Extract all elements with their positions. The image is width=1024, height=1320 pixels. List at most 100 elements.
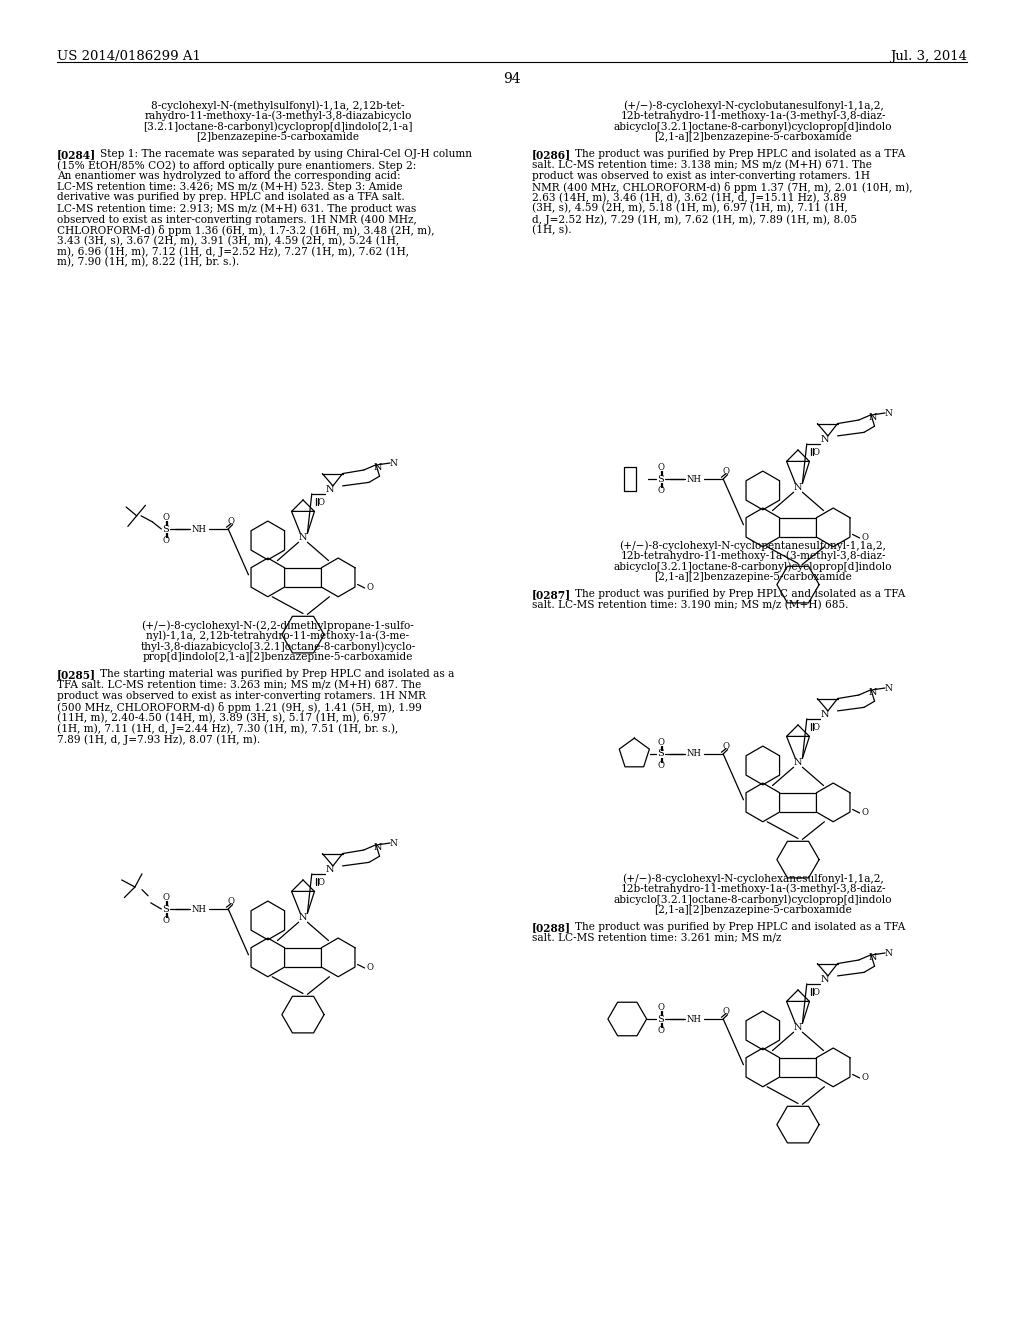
Text: O: O	[812, 723, 819, 733]
Text: thyl-3,8-diazabicyclo[3.2.1]octane-8-carbonyl)cyclo-: thyl-3,8-diazabicyclo[3.2.1]octane-8-car…	[140, 642, 416, 652]
Text: [2,1-a][2]benzazepine-5-carboxamide: [2,1-a][2]benzazepine-5-carboxamide	[654, 573, 852, 582]
Text: O: O	[657, 1003, 665, 1012]
Text: S: S	[163, 524, 169, 533]
Text: O: O	[162, 916, 169, 925]
Text: d, J=2.52 Hz), 7.29 (1H, m), 7.62 (1H, m), 7.89 (1H, m), 8.05: d, J=2.52 Hz), 7.29 (1H, m), 7.62 (1H, m…	[532, 214, 857, 224]
Text: S: S	[163, 904, 169, 913]
Text: [0285]: [0285]	[57, 669, 96, 680]
Text: nyl)-1,1a, 2,12b-tetrahydro-11-methoxy-1a-(3-me-: nyl)-1,1a, 2,12b-tetrahydro-11-methoxy-1…	[146, 631, 410, 642]
Text: N: N	[885, 949, 893, 957]
Text: N: N	[820, 434, 828, 444]
Text: prop[d]indolo[2,1-a][2]benzazepine-5-carboxamide: prop[d]indolo[2,1-a][2]benzazepine-5-car…	[142, 652, 414, 663]
Text: The product was purified by Prep HPLC and isolated as a TFA: The product was purified by Prep HPLC an…	[575, 923, 905, 932]
Text: N: N	[794, 758, 802, 767]
Text: m), 6.96 (1H, m), 7.12 (1H, d, J=2.52 Hz), 7.27 (1H, m), 7.62 (1H,: m), 6.96 (1H, m), 7.12 (1H, d, J=2.52 Hz…	[57, 247, 409, 257]
Text: S: S	[657, 750, 665, 759]
Text: 3.43 (3H, s), 3.67 (2H, m), 3.91 (3H, m), 4.59 (2H, m), 5.24 (1H,: 3.43 (3H, s), 3.67 (2H, m), 3.91 (3H, m)…	[57, 235, 399, 246]
Text: LC-MS retention time: 2.913; MS m/z (M+H) 631. The product was: LC-MS retention time: 2.913; MS m/z (M+H…	[57, 203, 416, 214]
Text: product was observed to exist as inter-converting rotamers. 1H: product was observed to exist as inter-c…	[532, 170, 870, 181]
Text: O: O	[657, 738, 665, 747]
Text: N: N	[390, 458, 397, 467]
Text: O: O	[722, 742, 729, 751]
Text: (15% EtOH/85% CO2) to afford optically pure enantiomers. Step 2:: (15% EtOH/85% CO2) to afford optically p…	[57, 160, 417, 170]
Text: 12b-tetrahydro-11-methoxy-1a-(3-methyl-3,8-diaz-: 12b-tetrahydro-11-methoxy-1a-(3-methyl-3…	[621, 884, 886, 895]
Text: NH: NH	[687, 474, 701, 483]
Text: abicyclo[3.2.1]octane-8-carbonyl)cycloprop[d]indolo: abicyclo[3.2.1]octane-8-carbonyl)cyclopr…	[613, 895, 892, 906]
Text: abicyclo[3.2.1]octane-8-carbonyl)cycloprop[d]indolo: abicyclo[3.2.1]octane-8-carbonyl)cyclopr…	[613, 561, 892, 572]
Text: O: O	[861, 808, 868, 817]
Text: (+/−)-8-cyclohexyl-N-cyclobutanesulfonyl-1,1a,2,: (+/−)-8-cyclohexyl-N-cyclobutanesulfonyl…	[623, 100, 884, 111]
Text: O: O	[812, 989, 819, 997]
Text: O: O	[317, 878, 325, 887]
Text: O: O	[162, 536, 169, 545]
Text: N: N	[326, 484, 334, 494]
Text: 12b-tetrahydro-11-methoxy-1a-(3-methyl-3,8-diaz-: 12b-tetrahydro-11-methoxy-1a-(3-methyl-3…	[621, 111, 886, 121]
Text: N: N	[374, 463, 382, 473]
Text: derivative was purified by prep. HPLC and isolated as a TFA salt.: derivative was purified by prep. HPLC an…	[57, 193, 404, 202]
Text: N: N	[885, 408, 893, 417]
Text: salt. LC-MS retention time: 3.190 min; MS m/z (M+H) 685.: salt. LC-MS retention time: 3.190 min; M…	[532, 601, 849, 610]
Text: 8-cyclohexyl-N-(methylsulfonyl)-1,1a, 2,12b-tet-: 8-cyclohexyl-N-(methylsulfonyl)-1,1a, 2,…	[152, 100, 404, 111]
Text: O: O	[657, 463, 665, 473]
Text: US 2014/0186299 A1: US 2014/0186299 A1	[57, 50, 201, 63]
Text: An enantiomer was hydrolyzed to afford the corresponding acid:: An enantiomer was hydrolyzed to afford t…	[57, 170, 400, 181]
Text: NH: NH	[191, 524, 207, 533]
Text: NH: NH	[687, 750, 701, 759]
Text: N: N	[868, 413, 877, 422]
Text: O: O	[162, 513, 169, 521]
Text: CHLOROFORM-d) δ ppm 1.36 (6H, m), 1.7-3.2 (16H, m), 3.48 (2H, m),: CHLOROFORM-d) δ ppm 1.36 (6H, m), 1.7-3.…	[57, 224, 434, 236]
Text: NH: NH	[687, 1015, 701, 1023]
Text: 94: 94	[503, 73, 521, 86]
Text: NMR (400 MHz, CHLOROFORM-d) δ ppm 1.37 (7H, m), 2.01 (10H, m),: NMR (400 MHz, CHLOROFORM-d) δ ppm 1.37 (…	[532, 182, 912, 193]
Text: [2]benzazepine-5-carboxamide: [2]benzazepine-5-carboxamide	[197, 132, 359, 143]
Text: O: O	[657, 486, 665, 495]
Text: N: N	[820, 975, 828, 983]
Text: S: S	[657, 1015, 665, 1023]
Text: N: N	[820, 710, 828, 719]
Text: [0288]: [0288]	[532, 923, 571, 933]
Text: (+/−)-8-cyclohexyl-N-cyclohexanesulfonyl-1,1a,2,: (+/−)-8-cyclohexyl-N-cyclohexanesulfonyl…	[623, 873, 884, 883]
Text: N: N	[326, 865, 334, 874]
Text: O: O	[162, 894, 169, 902]
Text: (1H, s).: (1H, s).	[532, 224, 571, 235]
Text: O: O	[657, 760, 665, 770]
Text: [2,1-a][2]benzazepine-5-carboxamide: [2,1-a][2]benzazepine-5-carboxamide	[654, 906, 852, 915]
Text: NH: NH	[191, 904, 207, 913]
Text: [0286]: [0286]	[532, 149, 571, 160]
Text: 2.63 (14H, m), 3.46 (1H, d), 3.62 (1H, d, J=15.11 Hz), 3.89: 2.63 (14H, m), 3.46 (1H, d), 3.62 (1H, d…	[532, 193, 847, 203]
Text: (3H, s), 4.59 (2H, m), 5.18 (1H, m), 6.97 (1H, m), 7.11 (1H,: (3H, s), 4.59 (2H, m), 5.18 (1H, m), 6.9…	[532, 203, 848, 214]
Text: The product was purified by Prep HPLC and isolated as a TFA: The product was purified by Prep HPLC an…	[575, 589, 905, 599]
Text: N: N	[885, 684, 893, 693]
Text: N: N	[868, 953, 877, 962]
Text: O: O	[227, 898, 234, 907]
Text: (500 MHz, CHLOROFORM-d) δ ppm 1.21 (9H, s), 1.41 (5H, m), 1.99: (500 MHz, CHLOROFORM-d) δ ppm 1.21 (9H, …	[57, 702, 422, 713]
Text: O: O	[722, 1007, 729, 1016]
Text: O: O	[861, 533, 868, 543]
Text: O: O	[861, 1073, 868, 1082]
Text: m), 7.90 (1H, m), 8.22 (1H, br. s.).: m), 7.90 (1H, m), 8.22 (1H, br. s.).	[57, 257, 240, 268]
Text: N: N	[868, 688, 877, 697]
Text: O: O	[657, 1026, 665, 1035]
Text: product was observed to exist as inter-converting rotamers. 1H NMR: product was observed to exist as inter-c…	[57, 690, 426, 701]
Text: N: N	[374, 843, 382, 851]
Text: The product was purified by Prep HPLC and isolated as a TFA: The product was purified by Prep HPLC an…	[575, 149, 905, 160]
Text: (+/−)-8-cyclohexyl-N-(2,2-dimethylpropane-1-sulfo-: (+/−)-8-cyclohexyl-N-(2,2-dimethylpropan…	[141, 620, 415, 631]
Text: TFA salt. LC-MS retention time: 3.263 min; MS m/z (M+H) 687. The: TFA salt. LC-MS retention time: 3.263 mi…	[57, 680, 421, 690]
Text: Step 1: The racemate was separated by using Chiral-Cel OJ-H column: Step 1: The racemate was separated by us…	[100, 149, 472, 160]
Text: [0287]: [0287]	[532, 589, 571, 601]
Text: N: N	[390, 838, 397, 847]
Text: 7.89 (1H, d, J=7.93 Hz), 8.07 (1H, m).: 7.89 (1H, d, J=7.93 Hz), 8.07 (1H, m).	[57, 734, 260, 744]
Text: [3.2.1]octane-8-carbonyl)cycloprop[d]indolo[2,1-a]: [3.2.1]octane-8-carbonyl)cycloprop[d]ind…	[143, 121, 413, 132]
Text: O: O	[722, 467, 729, 477]
Text: (+/−)-8-cyclohexyl-N-cyclopentanesulfonyl-1,1a,2,: (+/−)-8-cyclohexyl-N-cyclopentanesulfony…	[620, 540, 887, 550]
Text: rahydro-11-methoxy-1a-(3-methyl-3,8-diazabicyclo: rahydro-11-methoxy-1a-(3-methyl-3,8-diaz…	[144, 111, 412, 121]
Text: N: N	[299, 913, 307, 923]
Text: O: O	[227, 517, 234, 527]
Text: [2,1-a][2]benzazepine-5-carboxamide: [2,1-a][2]benzazepine-5-carboxamide	[654, 132, 852, 143]
Text: O: O	[812, 447, 819, 457]
Text: [0284]: [0284]	[57, 149, 96, 160]
Text: O: O	[367, 583, 374, 593]
Text: observed to exist as inter-converting rotamers. 1H NMR (400 MHz,: observed to exist as inter-converting ro…	[57, 214, 417, 224]
Text: salt. LC-MS retention time: 3.261 min; MS m/z: salt. LC-MS retention time: 3.261 min; M…	[532, 933, 781, 942]
Text: 12b-tetrahydro-11-methoxy-1a-(3-methyl-3,8-diaz-: 12b-tetrahydro-11-methoxy-1a-(3-methyl-3…	[621, 550, 886, 561]
